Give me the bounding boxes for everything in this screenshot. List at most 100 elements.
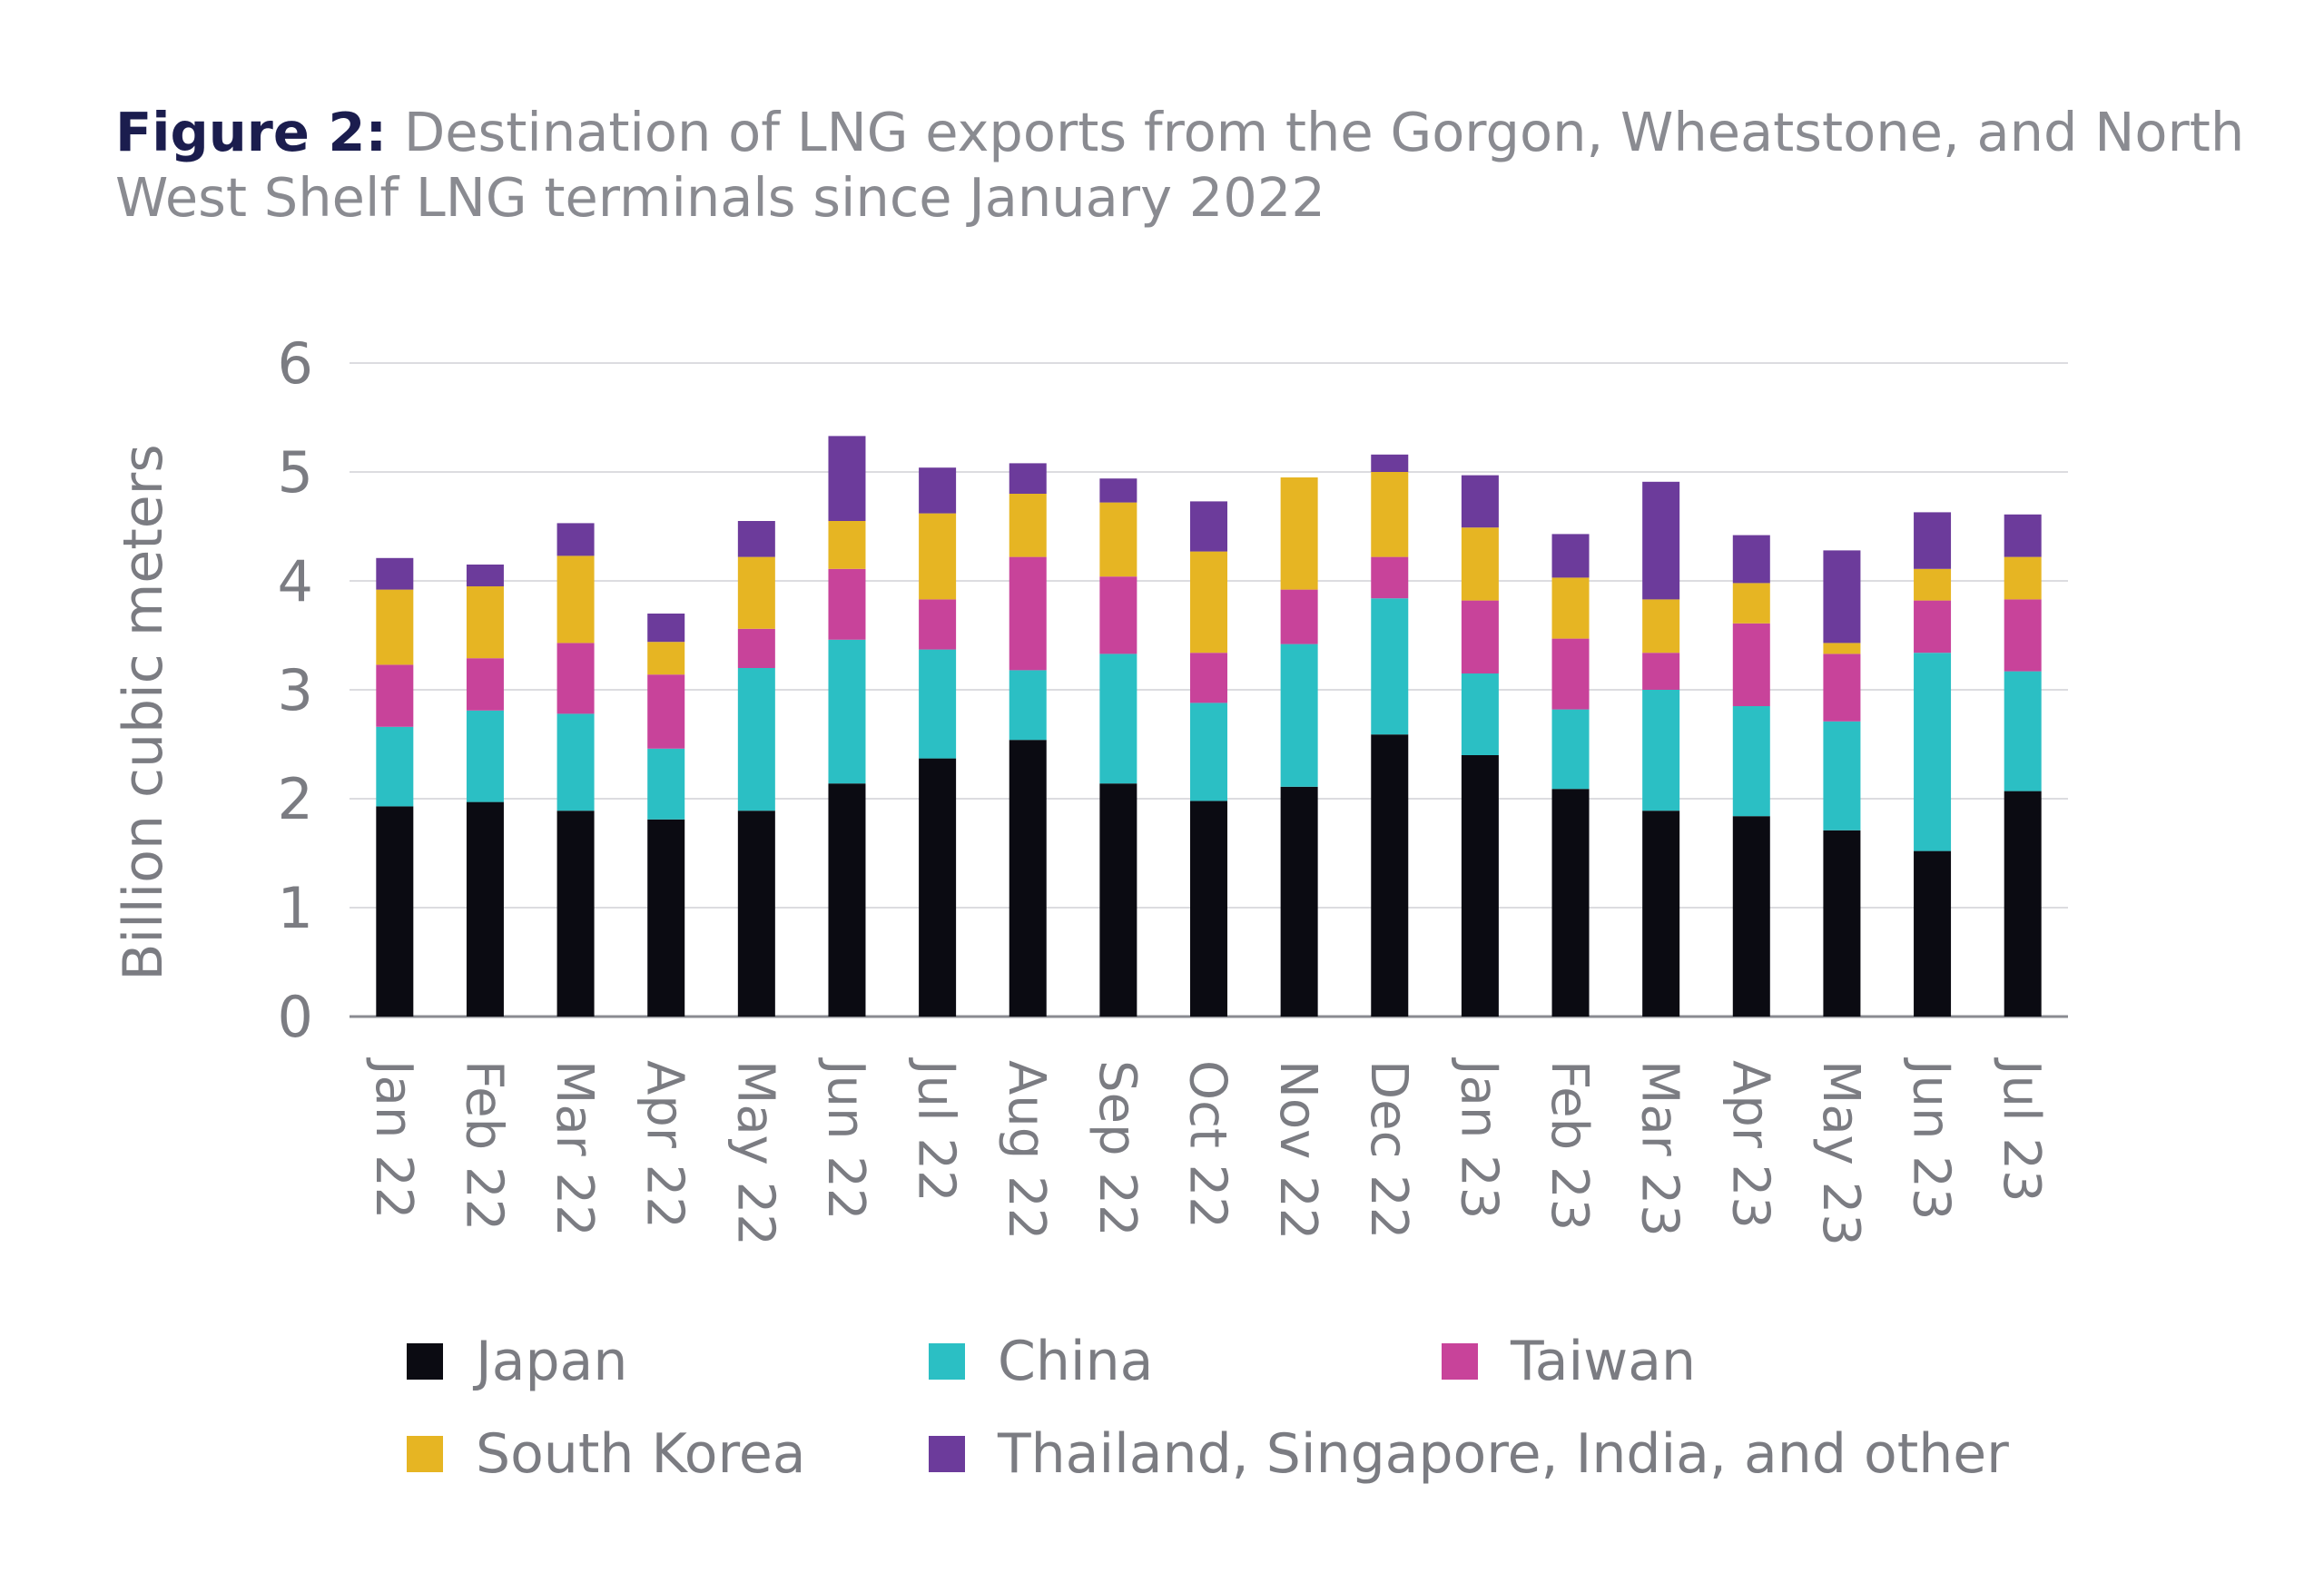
bar-segment	[1551, 709, 1590, 790]
bar-segment	[1642, 653, 1680, 690]
x-tick-label: Jul 22	[907, 1057, 966, 1203]
bar-segment	[828, 783, 866, 1017]
bar-segment	[1914, 653, 1952, 851]
bar-segment	[1371, 598, 1409, 735]
bar-segment	[466, 658, 504, 711]
bar-segment	[1099, 502, 1137, 577]
bar-segment	[2004, 556, 2042, 600]
legend-swatch	[929, 1436, 965, 1472]
bar-segment	[1642, 599, 1680, 654]
bar-segment	[828, 436, 866, 521]
bar-segment	[1551, 534, 1590, 578]
y-tick-labels: 0 1 2 3 4 5 6	[278, 330, 313, 1050]
bar-segment	[2004, 514, 2042, 557]
bar-segment	[828, 521, 866, 569]
bar-segment	[376, 664, 414, 727]
x-tick-label: Aug 22	[997, 1060, 1056, 1240]
legend-label: China	[998, 1330, 1154, 1393]
legend-item: Japan	[407, 1330, 627, 1393]
bar-segment	[1732, 623, 1770, 706]
x-tick-label: Jul 23	[1992, 1057, 2051, 1203]
bar-segment	[2004, 671, 2042, 791]
bar-segment	[1551, 638, 1590, 710]
bar-segment	[919, 599, 957, 650]
x-tick-label: May 22	[725, 1060, 784, 1246]
bar-segment	[556, 523, 595, 556]
x-tick-label: Jun 23	[1902, 1057, 1961, 1221]
x-tick-labels: Jan 22 Feb 22 Mar 22 Apr 22 May 22 Jun 22 Jul …	[364, 1057, 2051, 1246]
x-tick-label: Mar 22	[545, 1060, 604, 1237]
bar-segment	[1099, 478, 1137, 503]
x-tick-label: Jun 22	[816, 1057, 875, 1221]
bar-segment	[1009, 494, 1047, 557]
bar-segment	[1280, 589, 1318, 644]
bar-segment	[1461, 600, 1499, 673]
bar-segment	[828, 568, 866, 640]
bar-segment	[1732, 706, 1770, 817]
bar-segment	[1551, 577, 1590, 639]
bar-segment	[647, 748, 685, 820]
bar-segment	[1461, 755, 1499, 1017]
bar-segment	[919, 467, 957, 514]
bar-segment	[376, 557, 414, 590]
bar-segment	[1914, 600, 1952, 654]
bar-segment	[556, 555, 595, 644]
x-tick-label: Feb 23	[1540, 1060, 1599, 1231]
bar-segment	[1914, 568, 1952, 601]
bar-segment	[1732, 535, 1770, 584]
bar-segment	[1642, 481, 1680, 600]
legend-swatch	[1442, 1343, 1478, 1380]
legend-item: Thailand, Singapore, India, and other	[929, 1422, 2009, 1486]
legend-label: Japan	[476, 1330, 628, 1393]
bar-segment	[828, 639, 866, 784]
bar-segment	[1009, 556, 1047, 671]
bar-segment	[1009, 670, 1047, 741]
legend: Japan China Taiwan South Korea Thailand, Sin…	[407, 1330, 2132, 1529]
bar-segment	[466, 586, 504, 659]
bar-segment	[1823, 830, 1861, 1017]
x-tick-label: Nov 22	[1268, 1060, 1327, 1240]
legend-swatch	[407, 1436, 443, 1472]
x-tick-label: Jan 23	[1449, 1057, 1508, 1219]
bar-segment	[1190, 801, 1227, 1017]
bar-segment	[1190, 501, 1227, 552]
bar-segment	[647, 642, 685, 675]
bar-segment	[1461, 673, 1499, 755]
x-tick-label: Apr 23	[1720, 1060, 1779, 1229]
bar-segment	[1642, 811, 1680, 1017]
x-tick-label: May 23	[1811, 1060, 1870, 1246]
bars	[376, 436, 2042, 1017]
bar-segment	[1732, 583, 1770, 624]
legend-label: South Korea	[476, 1422, 806, 1486]
chart-title: Figure 2: Destination of LNG exports fro…	[115, 100, 2276, 231]
bar-segment	[1642, 690, 1680, 811]
bar-segment	[376, 726, 414, 807]
bar-segment	[737, 521, 775, 557]
legend-swatch	[929, 1343, 965, 1380]
y-tick-label: 4	[278, 548, 313, 614]
bar-segment	[1099, 783, 1137, 1017]
y-tick-label: 3	[278, 657, 313, 723]
bar-segment	[647, 819, 685, 1017]
bar-segment	[466, 801, 504, 1017]
bar-segment	[556, 713, 595, 811]
y-tick-label: 5	[278, 439, 313, 506]
bar-segment	[1280, 786, 1318, 1017]
legend-swatch	[407, 1343, 443, 1380]
bar-segment	[737, 628, 775, 668]
bar-segment	[919, 513, 957, 600]
legend-label: Taiwan	[1511, 1330, 1697, 1393]
bar-segment	[1461, 527, 1499, 601]
bar-segment	[1280, 644, 1318, 787]
bar-segment	[1190, 551, 1227, 654]
bar-segment	[466, 710, 504, 802]
legend-item: Taiwan	[1442, 1330, 1696, 1393]
x-tick-label: Feb 22	[454, 1060, 513, 1231]
bar-segment	[376, 589, 414, 665]
bar-segment	[1732, 816, 1770, 1017]
title-text: Destination of LNG exports from the Gorg…	[115, 101, 2245, 229]
bar-segment	[647, 674, 685, 749]
y-axis-label: Billion cubic meters	[112, 444, 175, 980]
bar-segment	[2004, 791, 2042, 1017]
